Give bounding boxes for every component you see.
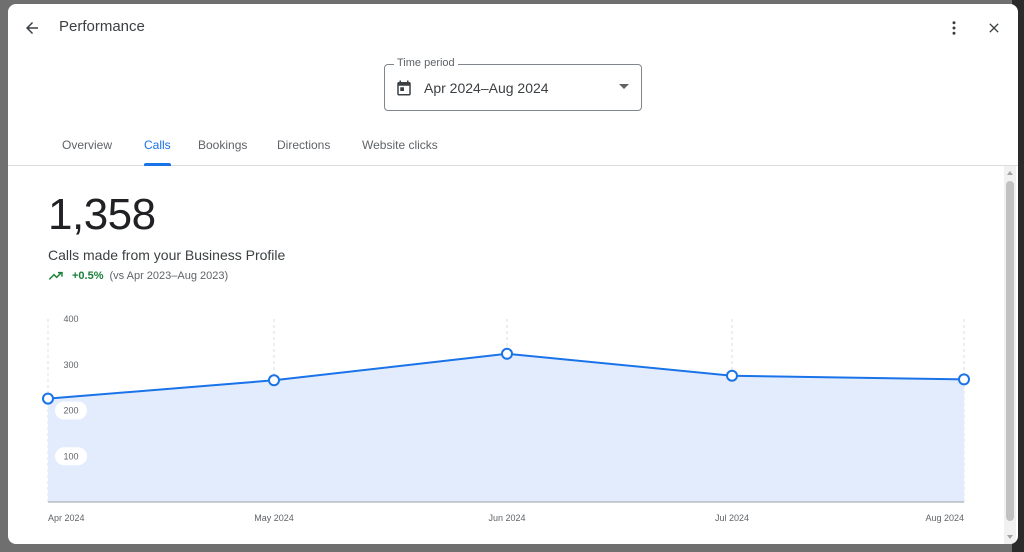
data-point xyxy=(958,373,970,386)
dialog-header: Performance xyxy=(8,4,1018,54)
time-period-value: Apr 2024–Aug 2024 xyxy=(424,80,549,96)
performance-dialog: Performance Time period Apr 2024–Aug 202… xyxy=(8,4,1018,544)
performance-content: 1,358 Calls made from your Business Prof… xyxy=(8,166,1004,544)
y-tick-label: 200 xyxy=(63,406,78,416)
page-title: Performance xyxy=(59,18,145,35)
data-point xyxy=(501,347,513,360)
y-tick-bg xyxy=(55,401,87,420)
data-point xyxy=(726,369,738,382)
scrollbar-thumb[interactable] xyxy=(1006,181,1014,521)
vertical-scrollbar[interactable] xyxy=(1004,166,1016,544)
calls-chart: 100 200 300 400 Apr 2024 May 2024 Jun 2024 Jul … xyxy=(42,314,970,523)
tab-bar: Overview Calls Bookings Directions Websi… xyxy=(8,126,1018,166)
y-tick-label: 400 xyxy=(63,314,78,324)
x-tick-label: Apr 2024 xyxy=(48,513,85,523)
calendar-icon xyxy=(397,80,411,96)
scroll-up-arrow-icon[interactable] xyxy=(1007,171,1013,175)
metric-description: Calls made from your Business Profile xyxy=(48,247,286,263)
trending-up-icon xyxy=(48,271,63,280)
close-icon xyxy=(989,23,999,33)
dropdown-arrow-icon xyxy=(619,84,629,89)
change-percent: +0.5% xyxy=(72,270,104,282)
x-tick-label: Jul 2024 xyxy=(715,513,749,523)
x-tick-label: May 2024 xyxy=(254,513,294,523)
tab-overview[interactable]: Overview xyxy=(62,138,112,166)
active-tab-indicator xyxy=(144,163,171,166)
y-tick-bg xyxy=(55,447,87,466)
arrow-back-icon xyxy=(26,22,38,34)
area-fill xyxy=(48,353,964,502)
more-options-button[interactable] xyxy=(940,14,968,42)
tab-label: Calls xyxy=(144,138,171,152)
tab-website-clicks[interactable]: Website clicks xyxy=(362,138,438,166)
data-point xyxy=(42,392,54,405)
tab-bookings[interactable]: Bookings xyxy=(198,138,247,166)
tab-directions[interactable]: Directions xyxy=(277,138,330,166)
y-tick-label: 100 xyxy=(63,451,78,461)
time-period-label: Time period xyxy=(394,57,458,69)
tab-label: Overview xyxy=(62,138,113,152)
close-button[interactable] xyxy=(980,14,1008,42)
time-period-select[interactable]: Time period Apr 2024–Aug 2024 xyxy=(384,57,642,111)
total-calls-value: 1,358 xyxy=(48,190,156,239)
tab-label: Directions xyxy=(277,138,331,152)
back-button[interactable] xyxy=(18,14,46,42)
x-tick-label: Aug 2024 xyxy=(925,513,964,523)
more-vert-icon xyxy=(952,21,956,35)
tab-label: Website clicks xyxy=(362,138,438,152)
trend-summary: +0.5% (vs Apr 2023–Aug 2023) xyxy=(48,270,228,282)
comparison-period: (vs Apr 2023–Aug 2023) xyxy=(109,270,229,282)
data-point xyxy=(268,374,280,387)
tab-calls[interactable]: Calls xyxy=(144,138,171,166)
x-tick-label: Jun 2024 xyxy=(488,513,525,523)
y-tick-label: 300 xyxy=(63,360,78,370)
scroll-down-arrow-icon[interactable] xyxy=(1007,535,1013,539)
tab-label: Bookings xyxy=(198,138,248,152)
